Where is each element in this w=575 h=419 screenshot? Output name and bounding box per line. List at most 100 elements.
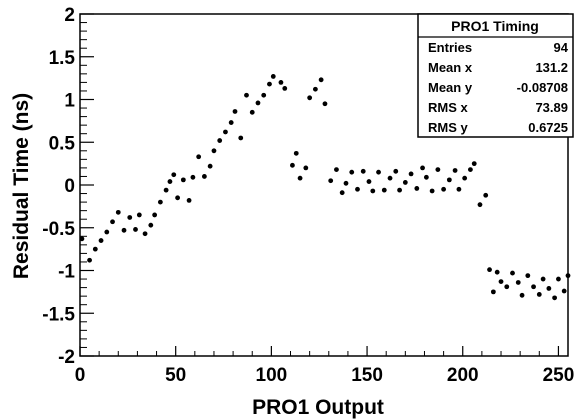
data-point	[393, 168, 399, 174]
data-point	[261, 92, 267, 98]
data-point	[328, 178, 334, 184]
data-point	[487, 267, 492, 273]
data-point	[307, 95, 313, 101]
data-point	[217, 138, 223, 143]
data-point	[255, 100, 261, 106]
data-point	[163, 187, 169, 193]
data-point	[504, 284, 510, 290]
data-point	[201, 174, 207, 179]
data-points	[79, 74, 571, 301]
data-point	[468, 167, 473, 173]
data-point	[397, 187, 402, 193]
data-point	[531, 284, 536, 290]
data-point	[452, 168, 458, 173]
data-point	[278, 80, 284, 85]
data-point	[207, 163, 213, 169]
stats-mean-x-label: Mean x	[428, 60, 473, 75]
data-point	[414, 186, 420, 191]
data-point	[483, 192, 489, 198]
data-point	[556, 276, 561, 282]
data-point	[232, 109, 238, 114]
data-point	[355, 186, 360, 192]
y-tick-label: -0.5	[42, 219, 75, 240]
data-point	[238, 135, 244, 141]
data-point	[196, 154, 202, 160]
data-point	[561, 288, 567, 294]
data-point	[167, 179, 173, 184]
data-point	[180, 177, 186, 183]
data-point	[423, 174, 429, 180]
data-point	[186, 197, 192, 203]
data-point	[462, 175, 468, 181]
data-point	[446, 177, 452, 183]
data-point	[381, 187, 387, 193]
data-point	[142, 231, 148, 237]
data-point	[121, 227, 127, 233]
data-point	[190, 174, 196, 180]
data-point	[515, 280, 521, 285]
data-point	[349, 169, 355, 175]
data-point	[270, 74, 276, 79]
data-point	[402, 180, 408, 185]
data-point	[366, 179, 372, 184]
data-point	[318, 77, 324, 83]
stats-entries-value: 94	[554, 40, 569, 55]
data-point	[370, 188, 376, 194]
data-point	[565, 273, 571, 279]
data-point	[376, 169, 381, 175]
y-tick-label: 1	[64, 91, 75, 112]
data-point	[510, 270, 515, 276]
stats-box-title: PRO1 Timing	[451, 18, 539, 34]
data-point	[334, 167, 339, 173]
data-point	[152, 212, 158, 218]
data-point	[87, 257, 92, 263]
data-point	[420, 165, 425, 171]
data-point	[322, 101, 328, 107]
data-point	[282, 85, 288, 91]
x-tick-label: 50	[165, 365, 186, 386]
stats-rms-x-label: RMS x	[428, 100, 469, 115]
stats-rms-x-value: 73.89	[535, 100, 568, 115]
data-point	[127, 215, 133, 220]
data-point	[110, 219, 115, 225]
data-point	[312, 86, 318, 92]
data-point	[148, 222, 154, 228]
data-point	[441, 186, 447, 192]
x-tick-label: 150	[351, 365, 383, 386]
y-tick-label: 0.5	[49, 133, 76, 154]
y-tick-label: -2	[58, 347, 75, 368]
stats-box: PRO1 Timing Entries 94 Mean x 131.2 Mean…	[417, 13, 574, 138]
data-point	[115, 209, 121, 215]
data-point	[136, 212, 142, 218]
data-point	[228, 120, 234, 125]
x-axis-title: PRO1 Output	[252, 396, 384, 419]
data-point	[211, 148, 217, 154]
y-tick-label: -1.5	[42, 304, 75, 325]
data-point	[175, 195, 181, 201]
x-tick-label: 100	[256, 365, 288, 386]
stats-rms-y-value: 0.6725	[528, 120, 568, 135]
data-point	[477, 202, 483, 208]
x-tick-label: 250	[543, 365, 575, 386]
stats-box-frame	[417, 13, 574, 138]
data-point	[157, 199, 163, 205]
data-point	[408, 171, 414, 177]
data-point	[525, 273, 531, 279]
data-point	[223, 129, 228, 135]
y-tick-label: 2	[64, 5, 75, 26]
y-tick-label: -1	[58, 262, 75, 283]
y-axis-title: Residual Time (ns)	[10, 93, 33, 279]
y-tick-label: 0	[64, 176, 75, 197]
data-point	[98, 238, 104, 243]
data-point	[387, 175, 393, 181]
stats-mean-x-value: 131.2	[535, 60, 568, 75]
data-point	[494, 269, 500, 275]
data-point	[429, 188, 435, 194]
data-point	[79, 236, 85, 242]
data-point	[267, 81, 272, 87]
stats-mean-y-label: Mean y	[428, 80, 473, 95]
data-point	[540, 276, 546, 282]
x-tick-label: 0	[75, 365, 86, 386]
stats-mean-y-value: -0.08708	[517, 80, 568, 95]
